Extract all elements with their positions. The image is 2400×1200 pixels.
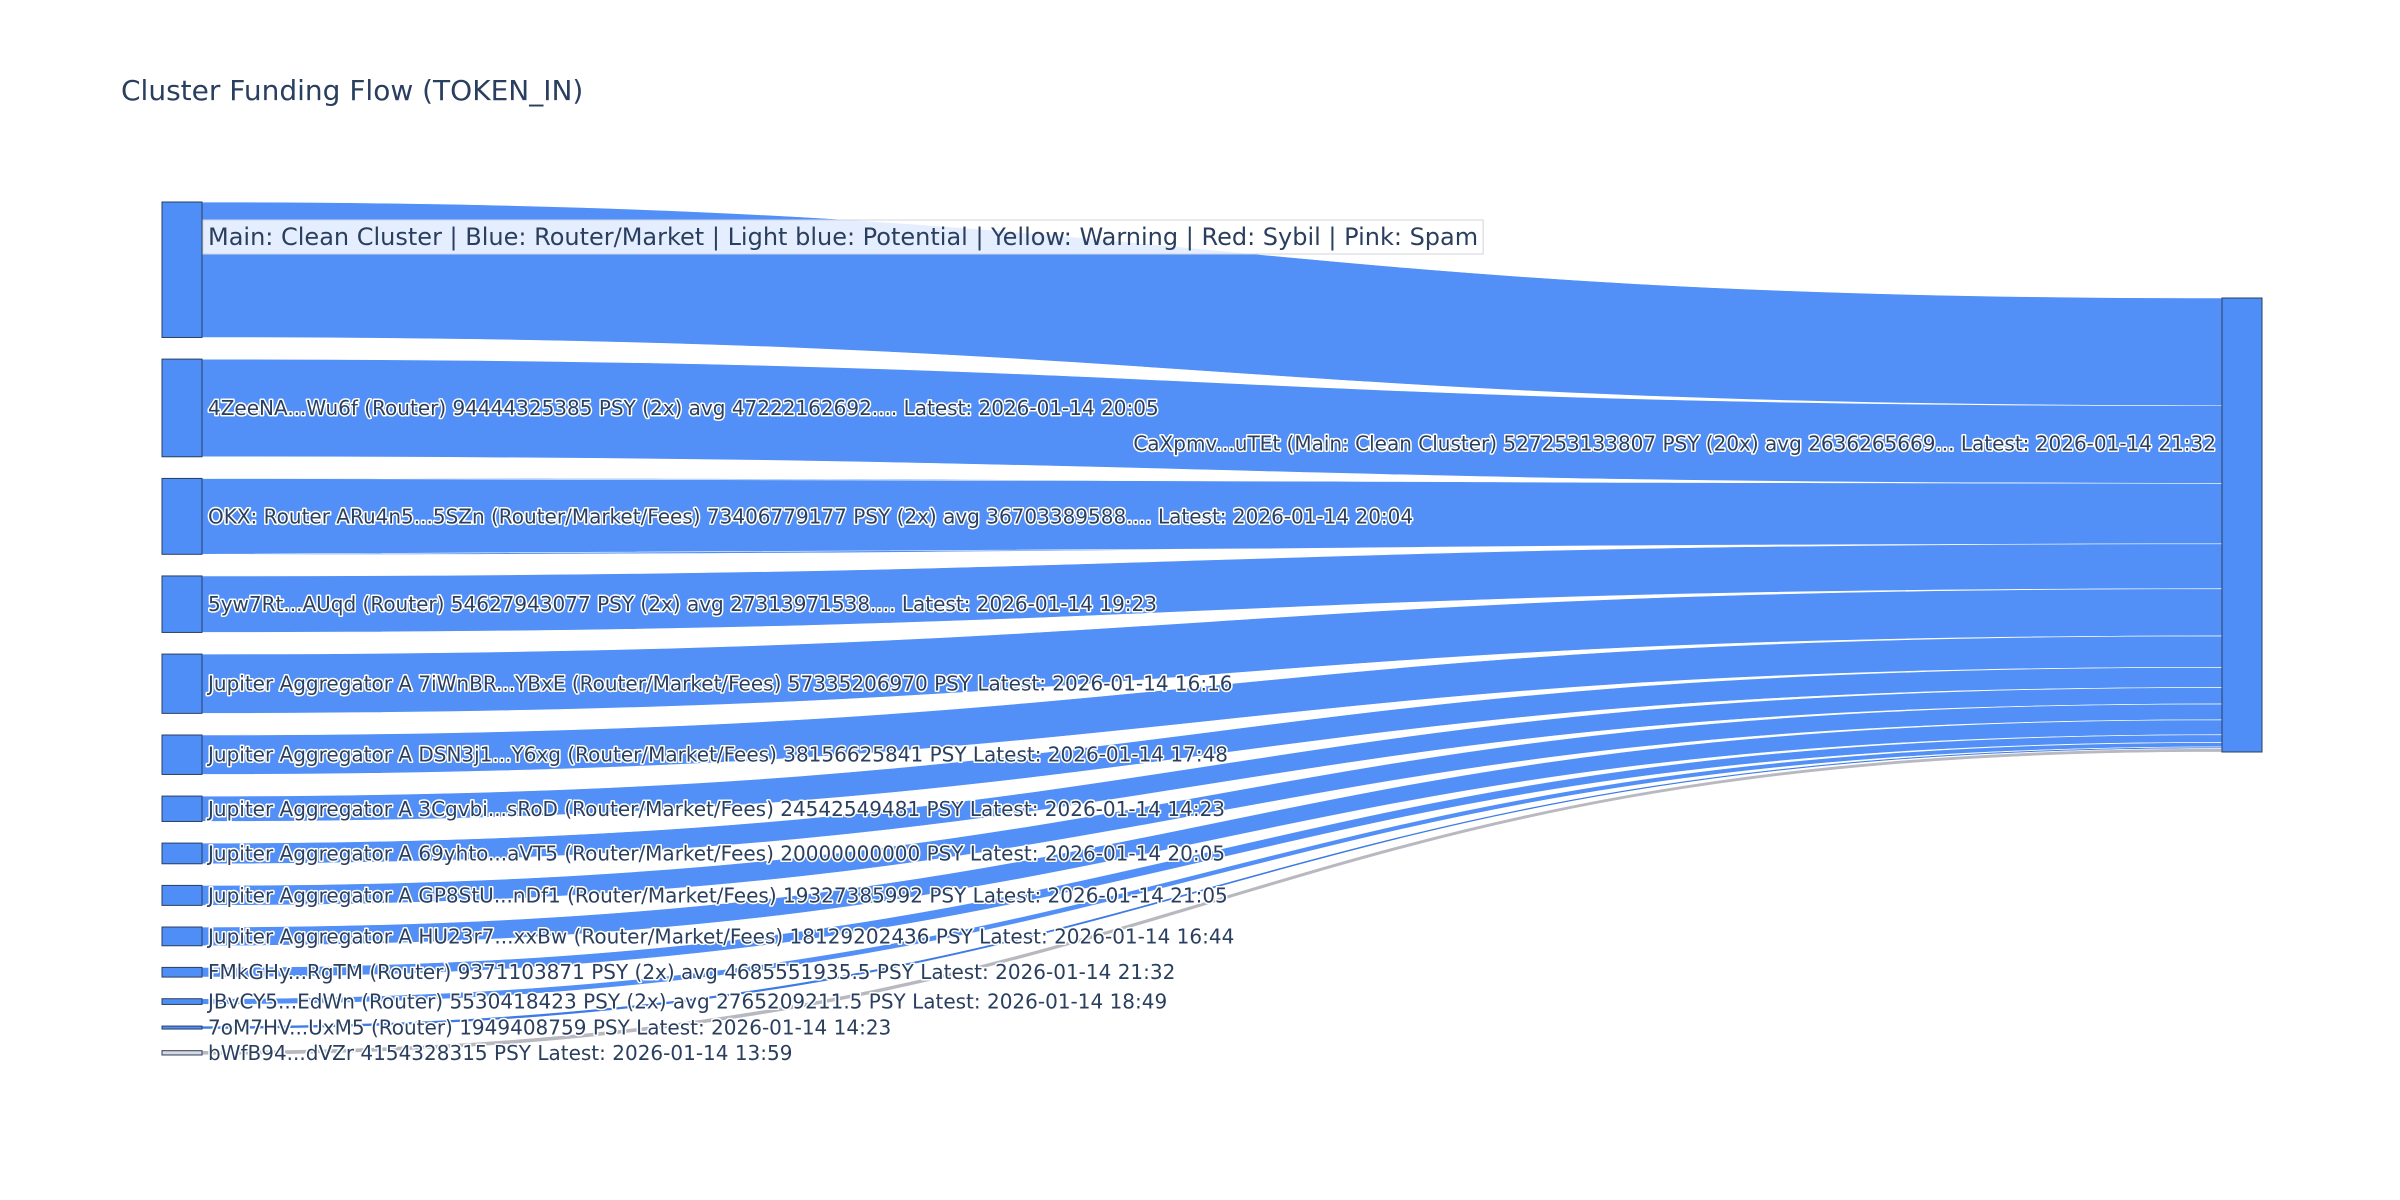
source-node-1	[161, 358, 203, 458]
source-label-8: Jupiter Aggregator A GP8StU...nDf1 (Rout…	[206, 883, 1228, 907]
source-label-6: Jupiter Aggregator A 3Cgvbi...sRoD (Rout…	[206, 797, 1225, 821]
source-label-12: 7oM7HV...UxM5 (Router) 1949408759 PSY La…	[208, 1016, 891, 1040]
legend-annotation: Main: Clean Cluster | Blue: Router/Marke…	[202, 219, 1484, 255]
target-node	[2221, 297, 2263, 753]
source-label-5: Jupiter Aggregator A DSN3j1...Y6xg (Rout…	[206, 743, 1228, 767]
source-label-11: JBvCY5...EdWn (Router) 5530418423 PSY (2…	[206, 990, 1167, 1014]
source-label-10: FMkGHy...RgTM (Router) 9371103871 PSY (2…	[208, 960, 1175, 984]
source-node-12	[161, 1025, 203, 1030]
source-node-10	[161, 966, 203, 978]
source-label-9: Jupiter Aggregator A HU23r7...xxBw (Rout…	[206, 924, 1234, 948]
nodes-layer	[161, 201, 2263, 1056]
source-node-4	[161, 653, 203, 714]
source-label-2: OKX: Router ARu4n5...5SZn (Router/Market…	[208, 504, 1413, 528]
source-node-0	[161, 201, 203, 338]
target-label: CaXpmv...uTEt (Main: Clean Cluster) 5272…	[1133, 431, 2216, 455]
source-label-4: Jupiter Aggregator A 7iWnBR...YBxE (Rout…	[206, 672, 1233, 696]
source-node-9	[161, 926, 203, 947]
source-label-7: Jupiter Aggregator A 69yhto...aVT5 (Rout…	[206, 841, 1225, 865]
source-node-3	[161, 575, 203, 633]
links-layer	[201, 201, 2223, 1056]
source-node-7	[161, 842, 203, 865]
source-label-3: 5yw7Rt...AUqd (Router) 54627943077 PSY (…	[208, 592, 1157, 616]
source-label-13: bWfB94...dVZr 4154328315 PSY Latest: 202…	[208, 1041, 792, 1065]
labels-layer: 4ZeeNA...Wu6f (Router) 94444325385 PSY (…	[205, 394, 2218, 1066]
legend-annotation-text: Main: Clean Cluster | Blue: Router/Marke…	[208, 223, 1478, 251]
source-node-2	[161, 477, 203, 555]
chart-title: Cluster Funding Flow (TOKEN_IN)	[121, 74, 583, 107]
source-node-11	[161, 998, 203, 1005]
source-node-8	[161, 884, 203, 906]
source-node-5	[161, 734, 203, 775]
source-node-13	[161, 1050, 203, 1056]
source-node-6	[161, 795, 203, 822]
source-label-1: 4ZeeNA...Wu6f (Router) 94444325385 PSY (…	[208, 396, 1159, 420]
legend-annotation-box	[202, 219, 1484, 255]
